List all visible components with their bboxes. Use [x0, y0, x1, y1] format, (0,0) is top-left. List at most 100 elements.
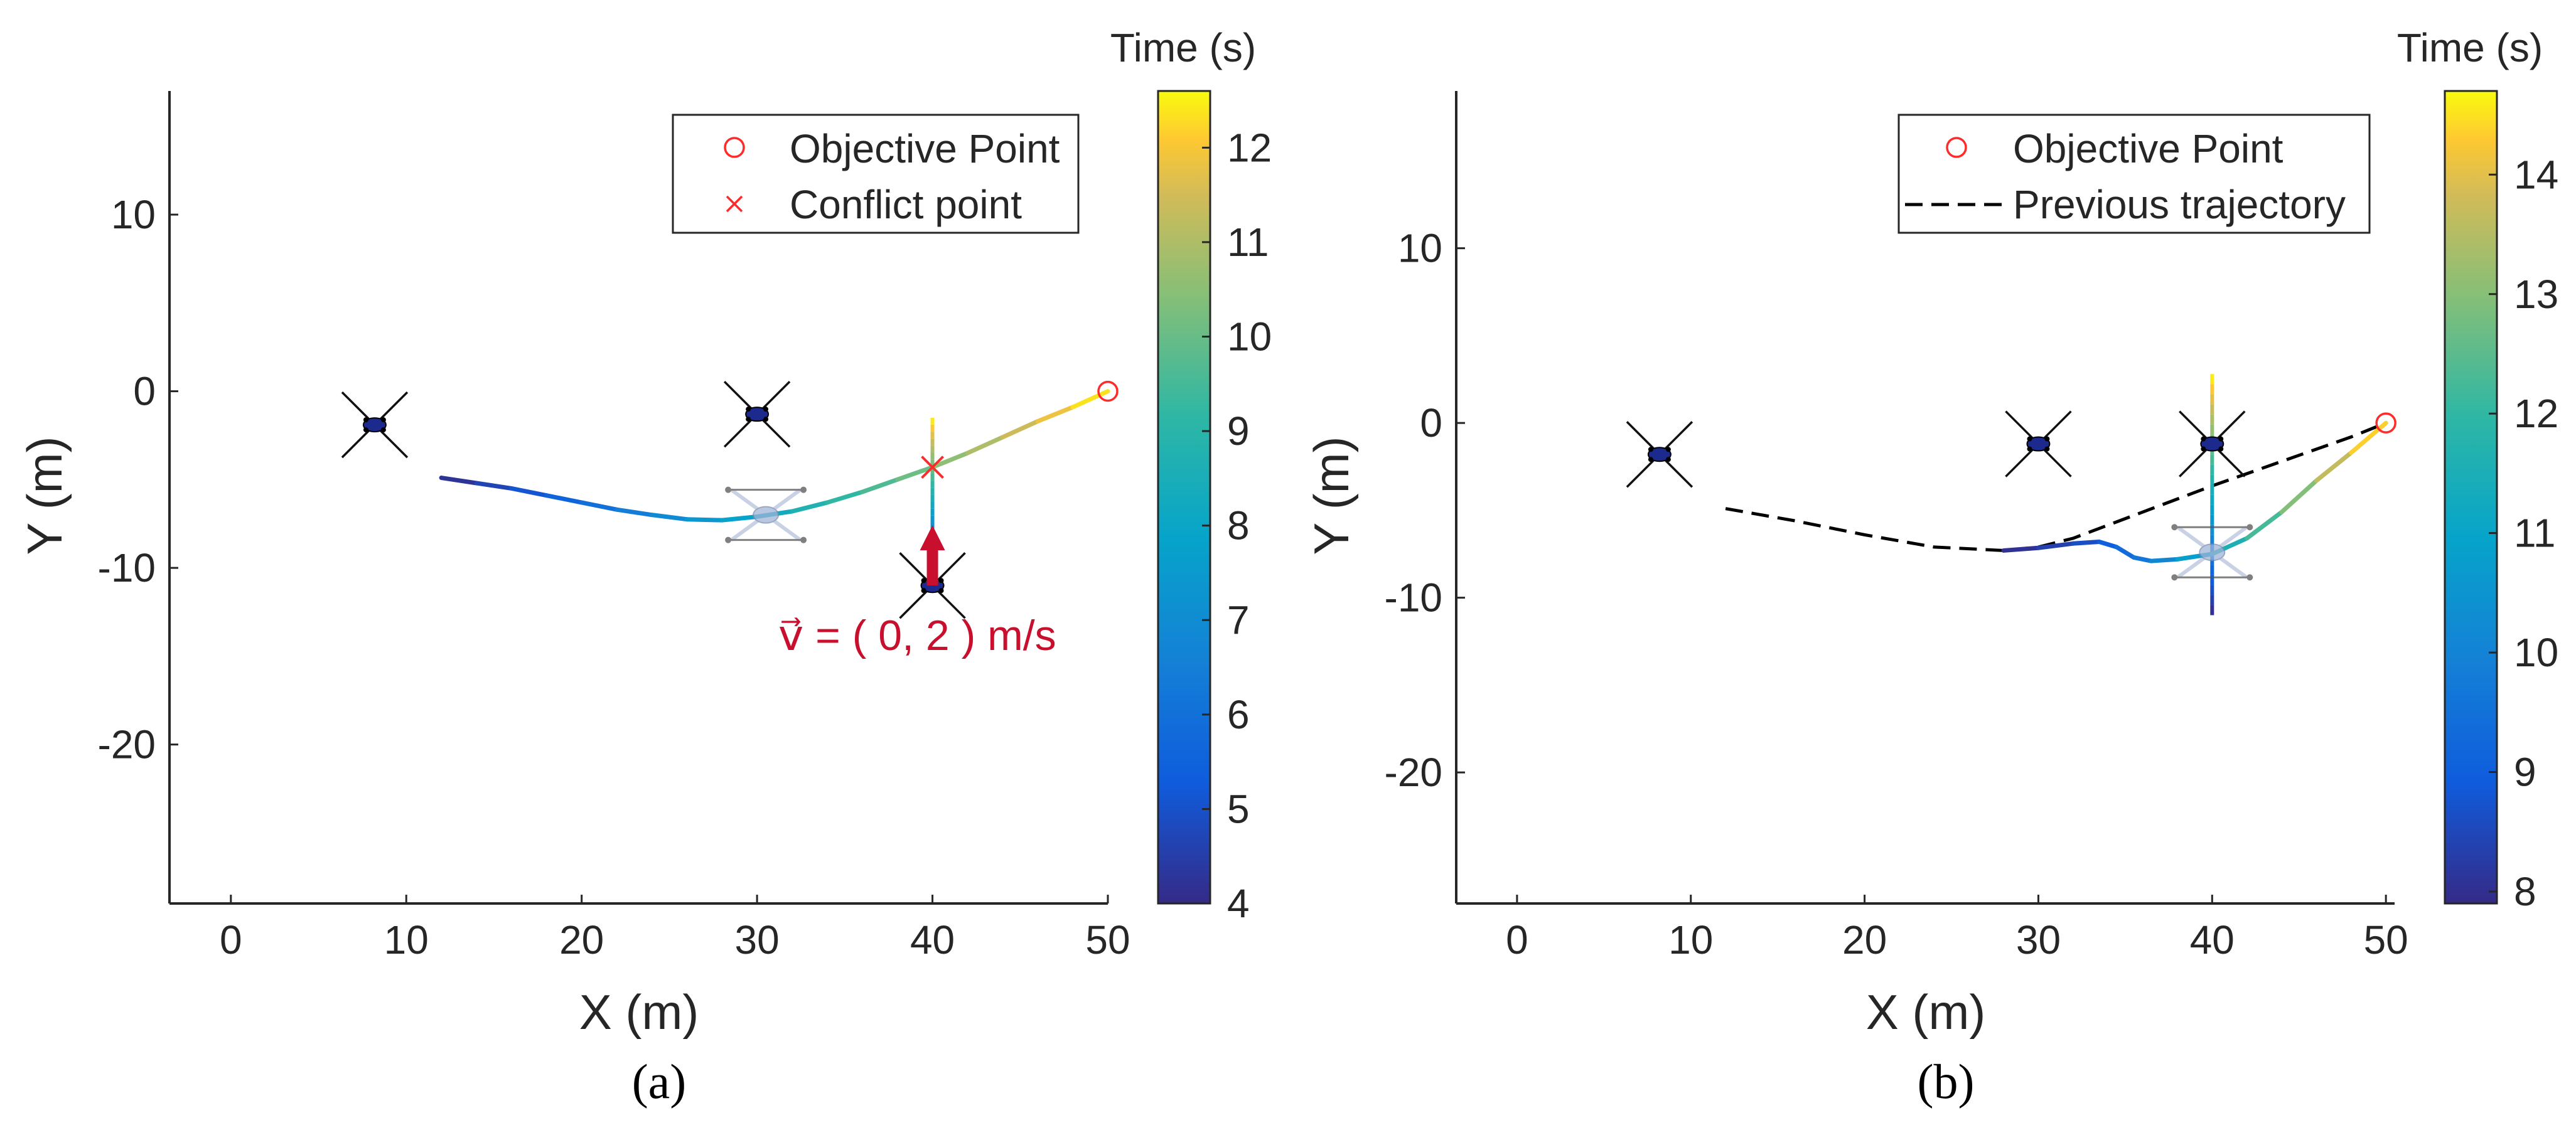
trajectory-segment	[2149, 557, 2180, 563]
trajectory-segment	[2245, 509, 2284, 541]
y-tick-label: -10	[98, 545, 156, 590]
x-tick-label: 10	[1668, 917, 1713, 962]
x-tick-label: 0	[220, 917, 242, 962]
legend-label-conflict-point: Conflict point	[790, 182, 1022, 227]
plot-area	[341, 380, 1119, 619]
velocity-label: v⃗ = ( 0, 2 ) m/s	[778, 612, 1056, 659]
y-tick-label: 10	[111, 192, 156, 237]
panel-label-b: (b)	[1918, 1054, 1975, 1109]
trajectory-segment	[509, 486, 549, 498]
colorbar-ticks: 4 5 6 7 8 9 10 11 12	[1202, 125, 1272, 926]
trajectory-segment	[2096, 540, 2119, 550]
y-ticks: 10 0 -10 -20	[98, 192, 178, 767]
obstacle-drone	[1626, 421, 1693, 488]
trajectory-segment	[2349, 420, 2388, 455]
panel-label-a: (a)	[632, 1054, 687, 1109]
objective-point-marker	[2375, 412, 2396, 434]
trajectory-segment	[790, 500, 830, 514]
legend-box	[1897, 114, 2371, 234]
x-axis-label: X (m)	[1866, 984, 1986, 1040]
colorbar-tick-label: 11	[2514, 511, 2555, 556]
x-tick-label: 50	[1085, 917, 1130, 962]
legend-circle-marker	[724, 137, 745, 158]
x-axis-label: X (m)	[579, 984, 699, 1040]
trajectory-segment	[474, 481, 514, 491]
obstacle-drone	[723, 380, 791, 448]
x-ticks: 0 10 20 30 40 50	[220, 895, 1130, 962]
colorbar: 4 5 6 7 8 9 10 11 12 Time (s)	[1110, 25, 1272, 926]
trajectory-segment	[825, 489, 865, 505]
colorbar-tick-label: 9	[2514, 750, 2536, 795]
trajectory-segment	[2132, 555, 2154, 563]
colorbar-tick-label: 14	[2514, 152, 2558, 197]
legend-label-previous-trajectory: Previous trajectory	[2013, 182, 2346, 227]
panel-b: 0 10 20 30 40 50 10 0 -10 -20 X (m) Y (m) Object…	[1304, 25, 2558, 1109]
plot-area	[1626, 374, 2396, 615]
y-tick-label: 10	[1398, 226, 1442, 271]
x-tick-label: 50	[2364, 917, 2408, 962]
trajectory-segment	[649, 513, 689, 522]
colorbar-bar	[1157, 90, 1211, 905]
ghost-drone	[2171, 524, 2253, 581]
y-ticks: 10 0 -10 -20	[1385, 226, 1465, 795]
x-tick-label: 40	[2190, 917, 2235, 962]
legend: Objective Point Previous trajectory	[1897, 114, 2371, 234]
colorbar-tick-label: 4	[1227, 881, 1250, 926]
trajectory-segment	[544, 493, 584, 505]
trajectory-segment	[439, 476, 479, 486]
colorbar-label: Time (s)	[1110, 25, 1256, 70]
x-ticks: 0 10 20 30 40 50	[1506, 895, 2408, 962]
y-tick-label: 0	[1420, 400, 1442, 445]
colorbar-tick-label: 11	[1227, 220, 1269, 265]
colorbar-label: Time (s)	[2397, 25, 2543, 70]
trajectory-segment	[2001, 545, 2041, 553]
trajectory-segment	[965, 435, 1005, 456]
colorbar-bar	[2444, 90, 2498, 905]
y-tick-label: -10	[1385, 575, 1443, 621]
trajectory-segment	[1035, 405, 1075, 424]
ghost-drone	[725, 486, 807, 543]
trajectory-segment	[2071, 540, 2101, 546]
legend-x-marker	[726, 195, 743, 213]
legend: Objective Point Conflict point	[672, 114, 1080, 234]
colorbar-tick-label: 8	[2514, 869, 2536, 914]
trajectory-segment	[2314, 450, 2354, 483]
previous-trajectory	[1725, 421, 2387, 552]
x-tick-label: 20	[559, 917, 604, 962]
obstacle-drone	[2179, 410, 2246, 477]
colorbar-tick-label: 9	[1227, 408, 1250, 454]
y-axis-label: Y (m)	[1304, 436, 1359, 555]
trajectory	[439, 389, 1110, 523]
trajectory-segment	[614, 507, 654, 518]
legend-label-objective-point: Objective Point	[790, 126, 1060, 171]
trajectory-segment	[2036, 541, 2076, 550]
trajectory-segment	[930, 450, 970, 470]
colorbar-tick-label: 6	[1227, 692, 1250, 737]
trajectory	[2001, 420, 2388, 563]
colorbar-tick-label: 5	[1227, 786, 1250, 831]
trajectory-segment	[2279, 478, 2319, 514]
colorbar-ticks: 8 9 10 11 12 13 14	[2489, 152, 2558, 914]
x-tick-label: 0	[1506, 917, 1528, 962]
colorbar-tick-label: 7	[1227, 597, 1250, 642]
legend-circle-marker	[1946, 137, 1967, 158]
trajectory-segment	[579, 500, 620, 512]
colorbar-tick-label: 10	[2514, 630, 2558, 675]
conflict-point-marker	[921, 456, 944, 479]
y-tick-label: 0	[133, 369, 156, 414]
trajectory-segment	[895, 465, 935, 482]
colorbar-tick-label: 12	[2514, 391, 2558, 436]
y-tick-label: -20	[1385, 750, 1443, 795]
panel-a: 0 10 20 30 40 50 10 0 -10 -20 X (m) Y (m) Object…	[17, 25, 1272, 1109]
colorbar-tick-label: 12	[1227, 125, 1272, 170]
x-tick-label: 30	[2016, 917, 2061, 962]
trajectory-segment	[719, 514, 759, 523]
trajectory-segment	[860, 477, 900, 494]
velocity-arrow	[920, 525, 945, 586]
x-tick-label: 40	[910, 917, 955, 962]
trajectory-segment	[2114, 545, 2137, 560]
trajectory-segment	[1070, 389, 1110, 410]
objective-point-marker	[1097, 380, 1119, 402]
colorbar-tick-label: 8	[1227, 503, 1250, 548]
